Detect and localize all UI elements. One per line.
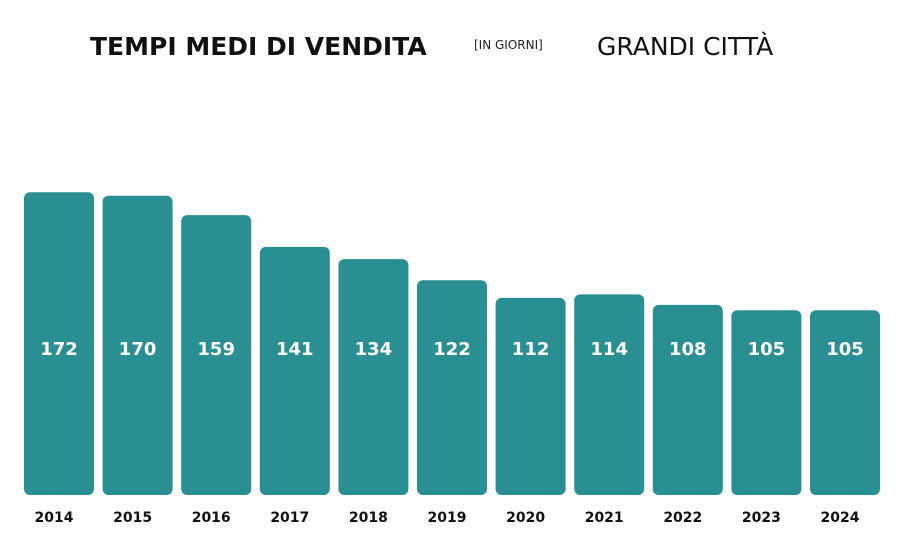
value-label: 170 xyxy=(119,339,157,360)
x-tick-label: 2014 xyxy=(35,510,74,526)
x-tick-label: 2020 xyxy=(506,510,545,526)
bar xyxy=(338,259,409,495)
x-tick-label: 2023 xyxy=(742,510,781,526)
bar xyxy=(731,310,802,495)
value-label: 105 xyxy=(826,339,864,360)
bar xyxy=(181,215,252,495)
bar xyxy=(574,294,645,495)
x-tick-label: 2018 xyxy=(349,510,388,526)
bar xyxy=(24,192,94,495)
x-tick-label: 2015 xyxy=(113,510,152,526)
chart-title: TEMPI MEDI DI VENDITA xyxy=(90,32,427,61)
x-tick-label: 2024 xyxy=(821,510,860,526)
bar xyxy=(102,195,173,496)
value-label: 141 xyxy=(276,339,314,360)
value-label: 172 xyxy=(40,339,78,360)
x-tick-label: 2016 xyxy=(192,510,231,526)
bar xyxy=(495,297,566,495)
x-tick-label: 2019 xyxy=(428,510,467,526)
value-label: 122 xyxy=(433,339,471,360)
value-label: 114 xyxy=(590,339,628,360)
x-tick-label: 2017 xyxy=(270,510,309,526)
value-label: 112 xyxy=(512,339,550,360)
bar xyxy=(417,280,487,495)
value-label: 159 xyxy=(197,339,235,360)
chart-annotation: GRANDI CITTÀ xyxy=(597,32,773,61)
x-tick-label: 2021 xyxy=(585,510,624,526)
bar xyxy=(259,246,330,495)
bar xyxy=(810,310,880,495)
value-label: 108 xyxy=(669,339,707,360)
value-label: 105 xyxy=(748,339,786,360)
bar xyxy=(652,304,723,495)
value-label: 134 xyxy=(355,339,393,360)
x-tick-label: 2022 xyxy=(663,510,702,526)
chart-subtitle: [IN GIORNI] xyxy=(474,38,543,52)
